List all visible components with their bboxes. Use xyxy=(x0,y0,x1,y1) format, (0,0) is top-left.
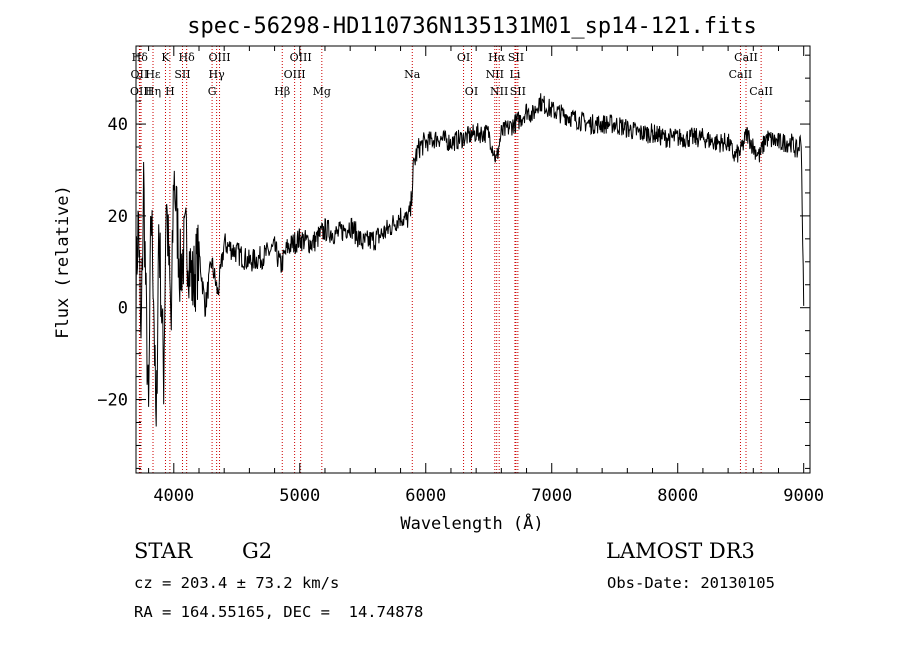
y-axis-ticks: −20 0 20 40 xyxy=(97,54,810,469)
spectral-label-21: NII xyxy=(490,85,508,98)
y-axis-label: Flux (relative) xyxy=(53,185,73,339)
spectral-label-12: Hβ xyxy=(274,85,290,98)
spectral-label-5: K xyxy=(161,51,170,64)
spectral-label-3: Hε xyxy=(145,68,161,81)
spectral-label-9: OIII xyxy=(208,51,230,64)
spectral-label-19: Hα xyxy=(488,51,506,64)
redshift-readout: cz = 203.4 ± 73.2 km/s xyxy=(134,574,340,592)
spectral-label-18: OI xyxy=(465,85,478,98)
spectral-label-25: CaII xyxy=(734,51,758,64)
x-tick-label-5: 9000 xyxy=(783,486,824,506)
spectral-label-15: Mg xyxy=(313,85,331,98)
y-tick-label-1: 0 xyxy=(118,299,128,319)
spectrum-line xyxy=(135,93,805,427)
x-tick-label-1: 5000 xyxy=(279,486,320,506)
spectral-line-markers xyxy=(138,46,762,473)
x-axis-ticks: 4000 5000 6000 7000 8000 9000 xyxy=(148,46,824,506)
y-tick-label-2: 20 xyxy=(108,207,128,227)
spectral-label-14: OIII xyxy=(284,68,306,81)
spectral-label-1: OII xyxy=(131,68,149,81)
spectral-label-0: Hδ xyxy=(132,51,149,64)
x-tick-label-2: 6000 xyxy=(405,486,446,506)
observation-date: Obs-Date: 20130105 xyxy=(607,574,775,592)
y-tick-label-0: −20 xyxy=(97,391,128,411)
spectral-label-27: CaII xyxy=(749,85,773,98)
spectral-label-16: Na xyxy=(404,68,421,81)
spectral-label-23: Li xyxy=(510,68,521,81)
spectral-label-20: NII xyxy=(486,68,504,81)
y-tick-label-3: 40 xyxy=(108,115,128,135)
object-class: STAR xyxy=(134,539,193,563)
object-subclass: G2 xyxy=(242,539,273,563)
coordinates-readout: RA = 164.55165, DEC = 14.74878 xyxy=(134,603,424,621)
x-tick-label-0: 4000 xyxy=(153,486,194,506)
spectral-label-22: SII xyxy=(508,51,524,64)
plot-frame xyxy=(135,45,811,474)
spectral-label-10: Hγ xyxy=(209,68,226,81)
spectral-label-26: CaII xyxy=(729,68,753,81)
x-tick-label-4: 8000 xyxy=(657,486,698,506)
spectral-label-24: SII xyxy=(510,85,526,98)
spectral-label-6: SII xyxy=(174,68,190,81)
survey-name: LAMOST DR3 xyxy=(606,539,755,563)
spectral-label-8: Hδ xyxy=(179,51,196,64)
spectral-label-7: H xyxy=(165,85,175,98)
x-axis-label: Wavelength (Å) xyxy=(400,512,543,534)
chart-title: spec-56298-HD110736N135131M01_sp14-121.f… xyxy=(187,14,757,39)
spectral-label-4: Hη xyxy=(145,85,161,98)
x-tick-label-3: 7000 xyxy=(531,486,572,506)
spectral-label-13: OIII xyxy=(290,51,312,64)
spectral-label-11: G xyxy=(208,85,217,98)
spectral-label-17: OI xyxy=(457,51,470,64)
